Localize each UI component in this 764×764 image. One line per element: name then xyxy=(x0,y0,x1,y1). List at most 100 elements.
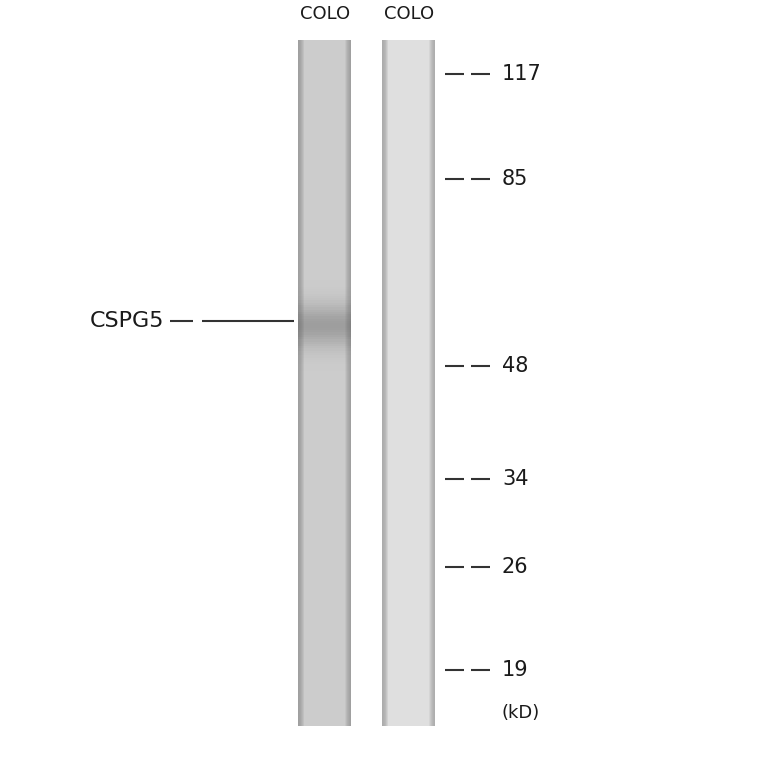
Bar xyxy=(382,42,435,44)
Bar xyxy=(349,40,351,726)
Bar xyxy=(298,264,351,266)
Bar xyxy=(382,648,435,650)
Bar xyxy=(429,40,435,726)
Bar xyxy=(382,231,435,234)
Bar xyxy=(382,88,435,90)
Bar xyxy=(298,625,351,627)
Bar xyxy=(298,675,351,678)
Text: 117: 117 xyxy=(502,64,542,84)
Bar xyxy=(298,170,351,173)
Bar xyxy=(298,129,351,131)
Bar xyxy=(298,678,351,680)
Bar xyxy=(298,358,351,360)
Bar xyxy=(382,291,435,293)
Bar xyxy=(298,102,351,104)
Bar xyxy=(298,40,304,726)
Bar xyxy=(382,502,435,504)
Bar xyxy=(382,694,435,696)
Bar xyxy=(382,630,435,632)
Text: 19: 19 xyxy=(502,659,529,680)
Bar xyxy=(298,652,351,655)
Bar xyxy=(382,157,435,159)
Bar xyxy=(434,40,435,726)
Bar xyxy=(382,652,435,655)
Bar xyxy=(382,659,435,662)
Bar xyxy=(382,504,435,507)
Bar xyxy=(298,111,351,113)
Bar xyxy=(298,502,351,504)
Bar xyxy=(298,488,351,490)
Bar xyxy=(298,532,351,534)
Bar xyxy=(298,634,351,636)
Bar xyxy=(382,529,435,532)
Bar xyxy=(382,170,435,173)
Bar xyxy=(298,559,351,562)
Bar xyxy=(298,243,351,245)
Text: COLO: COLO xyxy=(299,5,350,23)
Bar xyxy=(382,532,435,534)
Bar xyxy=(382,705,435,707)
Bar xyxy=(382,49,435,51)
Bar xyxy=(298,410,351,413)
Bar xyxy=(298,566,351,568)
Bar xyxy=(382,40,385,726)
Bar xyxy=(382,625,435,627)
Bar xyxy=(382,559,435,562)
Bar xyxy=(298,415,351,417)
Bar xyxy=(382,431,435,433)
Bar xyxy=(382,536,435,539)
Bar xyxy=(382,168,435,170)
Bar xyxy=(298,577,351,579)
Bar xyxy=(298,461,351,463)
Bar xyxy=(382,206,435,209)
Bar xyxy=(430,40,435,726)
Text: CSPG5: CSPG5 xyxy=(89,312,164,332)
Bar xyxy=(298,40,299,726)
Bar xyxy=(382,463,435,465)
Bar xyxy=(298,113,351,115)
Bar xyxy=(298,705,351,707)
Bar xyxy=(298,145,351,147)
Bar xyxy=(298,63,351,65)
Bar xyxy=(382,177,435,180)
Bar xyxy=(298,550,351,552)
Bar xyxy=(382,435,435,438)
Bar xyxy=(382,115,435,118)
Bar xyxy=(382,689,435,691)
Bar xyxy=(382,472,435,474)
Bar xyxy=(298,83,351,86)
Text: 26: 26 xyxy=(502,557,529,577)
Bar xyxy=(298,282,351,284)
Bar xyxy=(298,680,351,682)
Bar xyxy=(382,433,435,435)
Bar xyxy=(382,248,435,250)
Bar xyxy=(382,56,435,58)
Bar xyxy=(298,316,351,319)
Bar xyxy=(298,673,351,675)
Bar xyxy=(382,465,435,468)
Bar xyxy=(382,643,435,646)
Bar xyxy=(298,595,351,597)
Bar xyxy=(382,99,435,102)
Bar xyxy=(298,182,351,184)
Bar xyxy=(382,81,435,83)
Bar xyxy=(382,102,435,104)
Bar xyxy=(298,40,301,726)
Bar xyxy=(382,597,435,600)
Bar xyxy=(298,236,351,238)
Bar xyxy=(348,40,351,726)
Bar xyxy=(382,604,435,607)
Bar xyxy=(382,40,388,726)
Bar xyxy=(298,714,351,717)
Bar xyxy=(298,342,351,344)
Bar xyxy=(382,486,435,488)
Bar xyxy=(298,222,351,225)
Bar xyxy=(382,657,435,659)
Bar xyxy=(298,229,351,231)
Bar xyxy=(382,342,435,344)
Bar xyxy=(382,691,435,694)
Bar xyxy=(298,575,351,577)
Bar xyxy=(298,344,351,346)
Bar xyxy=(382,413,435,415)
Bar xyxy=(382,511,435,513)
